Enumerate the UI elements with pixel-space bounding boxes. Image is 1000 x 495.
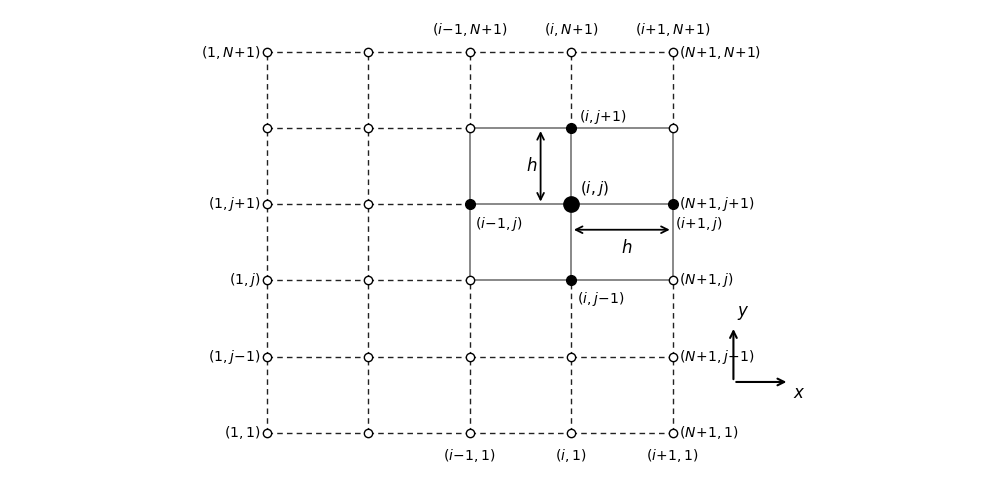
Text: $(i\!-\!1,N\!+\!1)$: $(i\!-\!1,N\!+\!1)$ <box>432 21 507 38</box>
Text: $(i\!+\!1,j)$: $(i\!+\!1,j)$ <box>675 214 723 233</box>
Text: $y$: $y$ <box>737 304 750 322</box>
Text: $(1,1)$: $(1,1)$ <box>224 424 260 441</box>
Text: $(i\!+\!1,N\!+\!1)$: $(i\!+\!1,N\!+\!1)$ <box>635 21 710 38</box>
Text: $(i,j\!-\!1)$: $(i,j\!-\!1)$ <box>577 290 625 307</box>
Text: $(N\!+\!1,N\!+\!1)$: $(N\!+\!1,N\!+\!1)$ <box>679 44 761 60</box>
Text: $(i\!+\!1,1)$: $(i\!+\!1,1)$ <box>646 447 699 464</box>
Text: $(i,N\!+\!1)$: $(i,N\!+\!1)$ <box>544 21 598 38</box>
Text: $(N\!+\!1,j)$: $(N\!+\!1,j)$ <box>679 271 733 290</box>
Text: $h$: $h$ <box>526 157 537 175</box>
Text: $(i,1)$: $(i,1)$ <box>555 447 587 464</box>
Text: $(i,j)$: $(i,j)$ <box>580 179 609 198</box>
Text: $(1,j\!+\!1)$: $(1,j\!+\!1)$ <box>208 196 260 213</box>
Text: $x$: $x$ <box>793 385 806 401</box>
Text: $(1,N\!+\!1)$: $(1,N\!+\!1)$ <box>201 44 260 60</box>
Text: $(i\!-\!1,1)$: $(i\!-\!1,1)$ <box>443 447 496 464</box>
Text: $(N\!+\!1,1)$: $(N\!+\!1,1)$ <box>679 424 738 441</box>
Text: $(1,j)$: $(1,j)$ <box>229 271 260 290</box>
Text: $h$: $h$ <box>621 239 633 257</box>
Text: $(N\!+\!1,j\!+\!1)$: $(N\!+\!1,j\!+\!1)$ <box>679 196 754 213</box>
Text: $(1,j\!-\!1)$: $(1,j\!-\!1)$ <box>208 347 260 366</box>
Text: $(i,j\!+\!1)$: $(i,j\!+\!1)$ <box>579 108 626 126</box>
Text: $(N\!+\!1,j\!-\!1)$: $(N\!+\!1,j\!-\!1)$ <box>679 347 754 366</box>
Text: $(i\!-\!1,j)$: $(i\!-\!1,j)$ <box>475 214 522 233</box>
